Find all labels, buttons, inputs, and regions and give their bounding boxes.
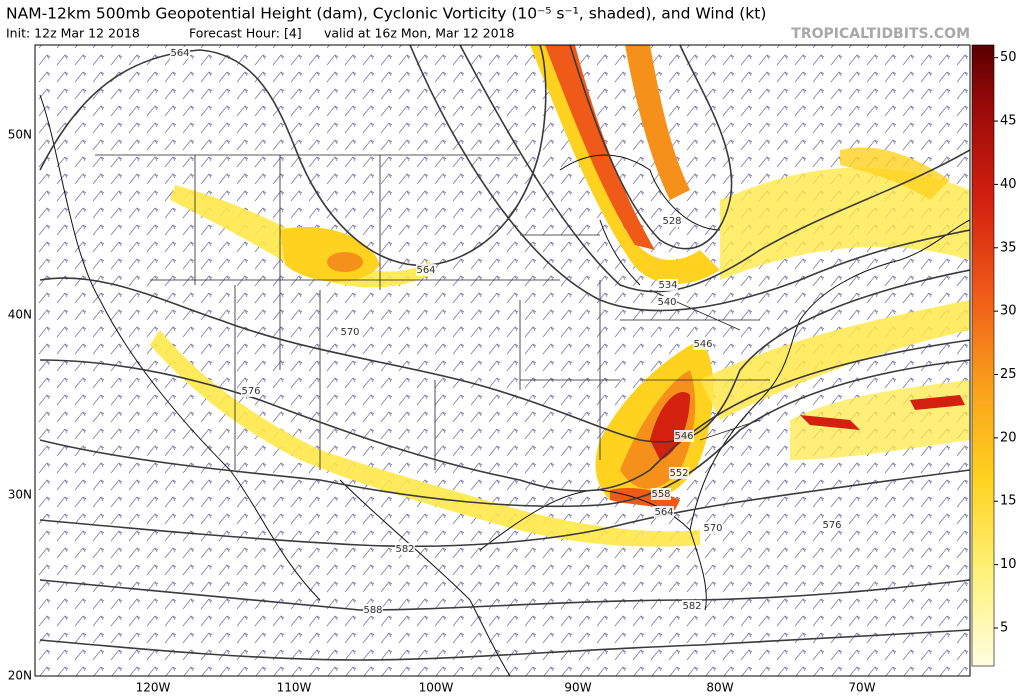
colorbar-tick-label: 45 [1000,114,1017,129]
contour-label: 564 [416,265,435,276]
colorbar-tick-label: 35 [1000,240,1017,255]
valid-time: valid at 16z Mon, Mar 12 2018 [324,26,514,41]
contour-label: 558 [651,489,670,500]
contour-label-bg [658,279,678,291]
credit: TROPICALTIDBITS.COM [791,26,970,42]
contour-label: 570 [340,327,359,338]
state-borders [39,94,970,676]
contour-label: 546 [674,431,693,442]
contour-label-bg [170,47,190,59]
forecast-hour: Forecast Hour: [4] [189,26,302,41]
longitude-label: 120W [136,681,171,695]
contour-label-bg [657,296,677,308]
colorbar-tick-label: 50 [1000,50,1017,65]
map [35,45,970,676]
init-time: Init: 12z Mar 12 2018 [6,26,140,41]
latitude-label: 40N [8,308,32,322]
contour-label: 588 [363,605,382,616]
contour-label-bg [241,385,261,397]
contour-label: 582 [682,601,701,612]
contour-label-bg [363,604,383,616]
latitude-label: 30N [8,488,32,502]
contour-label: 552 [669,468,688,479]
longitude-label: 100W [419,681,454,695]
colorbar-tick-label: 10 [1000,557,1017,572]
colorbar [971,44,995,667]
contour-label: 576 [241,386,260,397]
longitude-label: 80W [706,681,733,695]
contour-label-bg [693,338,713,350]
contour-label-bg [703,522,723,534]
contour-label: 564 [654,507,673,518]
map-frame [34,44,971,677]
colorbar-tick-label: 40 [1000,177,1017,192]
contour-label-bg [654,506,674,518]
contour-label: 564 [170,48,189,59]
colorbar-tick-label: 5 [1000,620,1008,635]
contour-label-bg [669,467,689,479]
contour-label: 534 [658,280,677,291]
contour-label: 540 [657,297,676,308]
contour-label-bg [651,488,671,500]
contour-label-bg [662,215,682,227]
colorbar-tick-label: 20 [1000,430,1017,445]
contour-label-bg [674,430,694,442]
colorbar-tick-label: 25 [1000,367,1017,382]
contour-label: 576 [822,520,841,531]
height-contours [39,45,970,661]
contour-label: 546 [693,339,712,350]
longitude-label: 70W [848,681,875,695]
colorbar-tick-label: 15 [1000,494,1017,509]
contour-label-bg [682,600,702,612]
contour-label-bg [416,264,436,276]
latitude-label: 50N [8,128,32,142]
contour-label: 528 [662,216,681,227]
contour-label-bg [395,543,415,555]
latitude-label: 20N [8,669,32,683]
contour-label: 570 [703,523,722,534]
title: NAM-12km 500mb Geopotential Height (dam)… [6,5,766,23]
contour-label: 582 [395,544,414,555]
longitude-label: 90W [564,681,591,695]
contour-label-bg [340,326,360,338]
colorbar-tick-label: 30 [1000,304,1017,319]
longitude-label: 110W [277,681,312,695]
contour-label-bg [822,519,842,531]
